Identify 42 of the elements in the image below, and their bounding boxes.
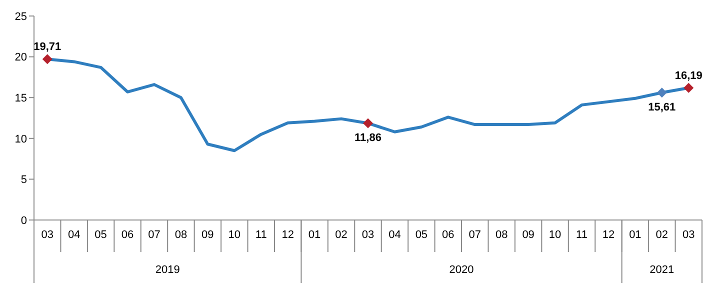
x-tick-label: 06: [121, 228, 134, 241]
x-tick-label: 09: [522, 228, 534, 241]
y-tick-label: 0: [20, 214, 27, 227]
data-label: 11,86: [354, 132, 382, 144]
data-label: 19,71: [34, 41, 62, 54]
x-tick-label: 07: [468, 228, 482, 241]
x-tick-label: 12: [282, 228, 294, 241]
y-tick-label: 15: [14, 92, 27, 105]
x-tick-label: 12: [602, 228, 615, 241]
x-tick-label: 08: [495, 228, 508, 241]
x-tick-label: 09: [202, 228, 214, 241]
point: [684, 82, 694, 93]
x-tick-label: 08: [174, 228, 188, 241]
text: 2019: [155, 264, 180, 276]
x-tick-label: 01: [308, 228, 321, 241]
x-tick-label: 11: [255, 228, 267, 241]
point: [656, 88, 667, 98]
x-tick-label: 05: [415, 228, 428, 241]
text: 2021: [650, 264, 674, 276]
point: [42, 54, 52, 64]
x-tick-label: 07: [148, 228, 160, 241]
text: 2020: [449, 264, 474, 276]
x-tick-label: 04: [68, 228, 80, 241]
y-tick-label: 25: [14, 10, 27, 23]
data-label: 15,61: [648, 102, 676, 114]
x-tick-label: 11: [576, 228, 588, 241]
point: [363, 118, 373, 128]
y-tick-label: 5: [20, 174, 27, 186]
x-tick-label: 04: [388, 228, 401, 241]
x-tick-label: 10: [548, 228, 562, 241]
x-tick-label: 01: [629, 228, 642, 241]
x-tick-label: 06: [442, 228, 454, 241]
x-tick-label: 05: [94, 228, 107, 241]
x-tick-label: 02: [656, 228, 668, 241]
x-tick-label: 03: [362, 228, 374, 241]
x-tick-label: 03: [682, 228, 695, 241]
data-label: 16,19: [674, 70, 702, 82]
y-tick-label: 10: [14, 133, 27, 146]
x-tick-label: 02: [335, 228, 348, 241]
x-tick-label: 03: [41, 228, 54, 241]
y-tick-label: 20: [14, 52, 27, 64]
x-tick-label: 10: [228, 228, 241, 241]
